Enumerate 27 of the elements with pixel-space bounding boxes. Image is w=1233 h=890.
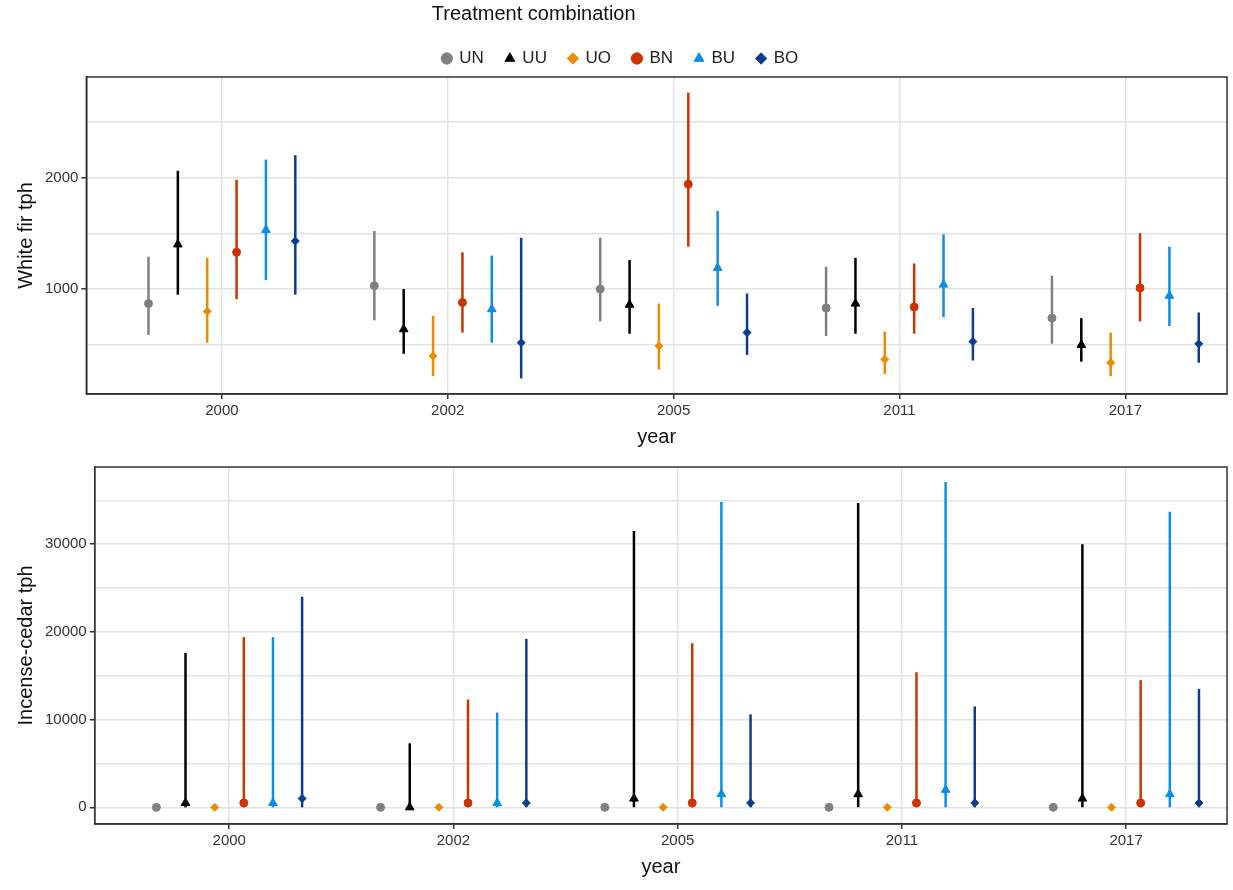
legend-label: UU [522, 48, 547, 68]
y-tick-label: 10000 [44, 709, 87, 727]
y-tick-label: 1000 [44, 279, 79, 297]
x-tick-label: 2005 [656, 401, 691, 419]
y-axis-title: White fir tph [13, 182, 36, 289]
x-tick-label: 2002 [431, 401, 465, 419]
x-axis-title: year [637, 424, 677, 447]
y-tick-label: 30000 [44, 534, 87, 552]
x-tick-label: 2005 [660, 831, 695, 849]
x-tick-label: 2000 [212, 831, 246, 849]
x-tick-label: 2017 [1109, 831, 1143, 849]
y-tick-label: 20000 [44, 622, 87, 640]
legend-label: UN [459, 48, 484, 68]
x-tick-label: 2002 [436, 831, 471, 849]
y-tick-label: 0 [78, 797, 87, 815]
y-axis-title: Incense-cedar tph [13, 565, 36, 726]
legend-title: Treatment combination [431, 1, 636, 24]
legend-label: BO [773, 48, 799, 68]
x-tick-label: 2000 [205, 401, 239, 419]
x-tick-label: 2011 [885, 831, 919, 849]
y-tick-label: 2000 [44, 167, 79, 185]
x-axis-title: year [641, 854, 681, 877]
legend-label: BN [649, 48, 674, 68]
x-tick-label: 2017 [1108, 401, 1143, 419]
x-tick-label: 2011 [883, 401, 916, 419]
legend-label: BU [711, 48, 736, 68]
legend-label: UO [585, 48, 611, 68]
